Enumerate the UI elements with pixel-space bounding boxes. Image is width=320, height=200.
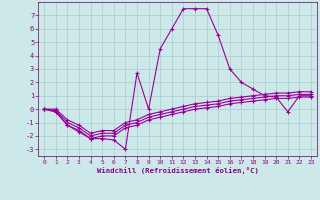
X-axis label: Windchill (Refroidissement éolien,°C): Windchill (Refroidissement éolien,°C)	[97, 167, 259, 174]
